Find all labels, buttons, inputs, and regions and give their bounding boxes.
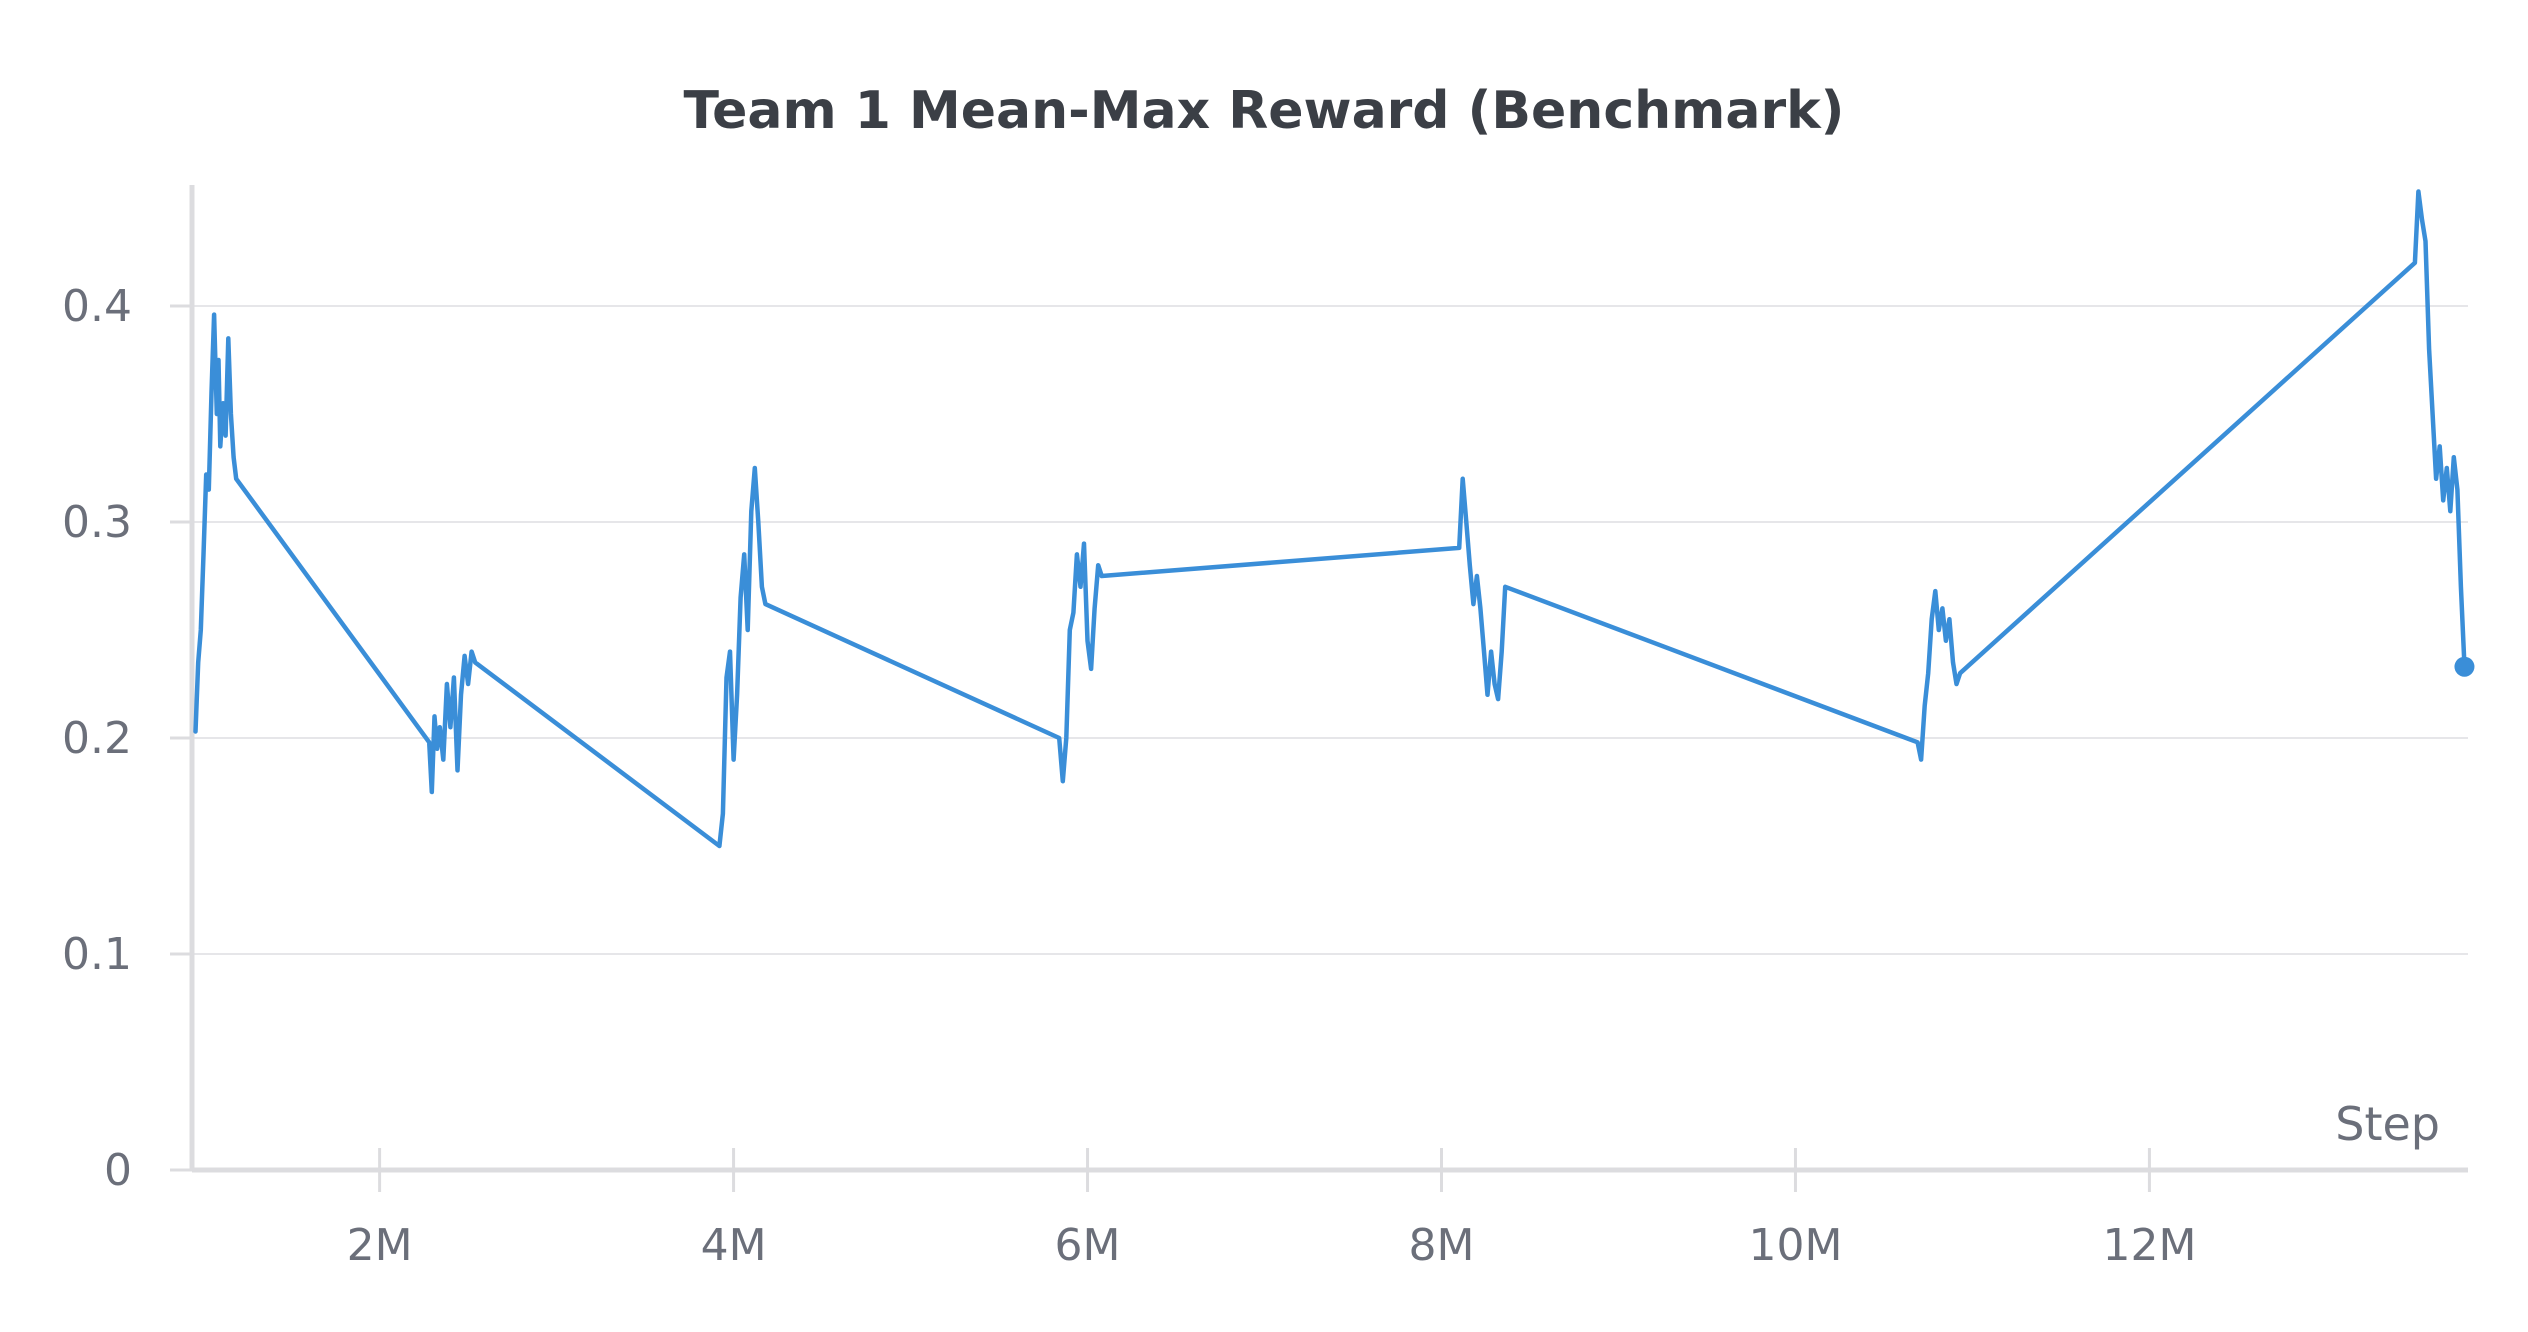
- x-tick-label: 6M: [1055, 1220, 1121, 1271]
- x-axis-label: Step: [2335, 1097, 2440, 1151]
- x-tick-label: 10M: [1748, 1220, 1842, 1271]
- series-line: [193, 189, 2467, 849]
- axes: [170, 185, 2468, 1192]
- y-tick-label: 0: [104, 1145, 132, 1196]
- tick-labels: 0 0.1 0.2 0.3 0.4 2M 4M 6M 8M 10M 12M: [62, 281, 2196, 1271]
- x-tick-label: 12M: [2102, 1220, 2196, 1271]
- x-tick-label: 2M: [347, 1220, 413, 1271]
- y-tick-label: 0.2: [62, 713, 132, 764]
- y-tick-label: 0.4: [62, 281, 132, 332]
- x-tick-label: 4M: [701, 1220, 767, 1271]
- y-tick-label: 0.1: [62, 929, 132, 980]
- series-layer: [193, 189, 2475, 849]
- x-tick-label: 8M: [1409, 1220, 1475, 1271]
- y-tick-label: 0.3: [62, 497, 132, 548]
- chart-title: Team 1 Mean-Max Reward (Benchmark): [684, 81, 1845, 141]
- series-end-point[interactable]: [2454, 656, 2475, 677]
- grid-lines: [192, 304, 2468, 955]
